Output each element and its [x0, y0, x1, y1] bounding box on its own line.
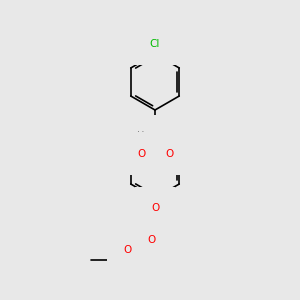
Text: S: S [152, 149, 159, 159]
Text: O: O [123, 245, 131, 255]
Text: O: O [137, 149, 145, 159]
Text: H: H [137, 131, 145, 141]
Text: Cl: Cl [150, 39, 160, 49]
Text: O: O [151, 203, 159, 213]
Text: O: O [147, 235, 155, 245]
Text: N: N [145, 131, 153, 141]
Text: O: O [165, 149, 173, 159]
